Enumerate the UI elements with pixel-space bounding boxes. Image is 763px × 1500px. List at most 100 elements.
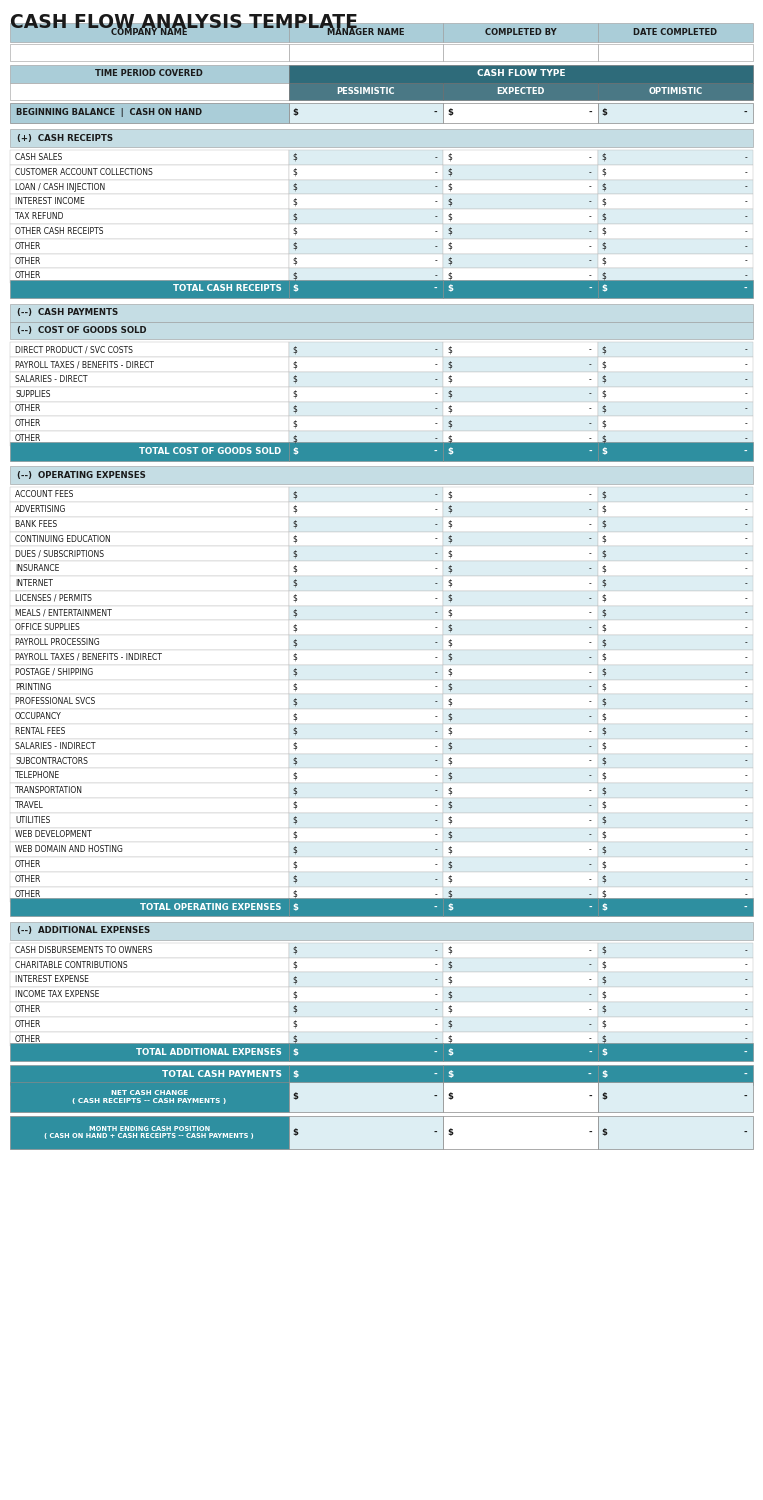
Text: -: - (744, 1020, 747, 1029)
Bar (10, 165, 288, 180)
Bar (288, 621, 443, 634)
Bar (597, 546, 753, 561)
Bar (288, 254, 443, 268)
Text: -: - (434, 345, 437, 354)
Bar (288, 1042, 443, 1062)
Text: -: - (589, 960, 592, 969)
Bar (443, 82, 597, 100)
Bar (288, 279, 443, 298)
Bar (443, 417, 597, 430)
Text: -: - (589, 786, 592, 795)
Bar (597, 150, 753, 165)
Text: $: $ (602, 168, 607, 177)
Bar (288, 740, 443, 753)
Bar (288, 680, 443, 694)
Bar (597, 238, 753, 254)
Text: INTEREST INCOME: INTEREST INCOME (15, 198, 85, 207)
Text: $: $ (293, 490, 298, 500)
Bar (597, 372, 753, 387)
Text: -: - (744, 168, 747, 177)
Text: $: $ (602, 801, 607, 810)
Bar (597, 279, 753, 298)
Bar (288, 694, 443, 709)
Text: -: - (589, 771, 592, 780)
Text: $: $ (602, 490, 607, 500)
Text: -: - (744, 831, 747, 840)
Text: -: - (589, 756, 592, 765)
Text: $: $ (293, 519, 298, 528)
Text: -: - (744, 579, 747, 588)
Bar (288, 82, 443, 100)
Text: $: $ (293, 390, 298, 399)
Text: -: - (434, 433, 437, 442)
Text: INSURANCE: INSURANCE (15, 564, 60, 573)
Text: $: $ (447, 1035, 452, 1044)
Text: $: $ (447, 519, 452, 528)
Text: $: $ (602, 609, 607, 618)
Bar (443, 561, 597, 576)
Bar (443, 871, 597, 886)
Text: $: $ (602, 272, 607, 280)
Text: -: - (433, 1092, 437, 1101)
Text: -: - (589, 211, 592, 220)
Text: OTHER: OTHER (15, 272, 41, 280)
Text: $: $ (293, 506, 298, 515)
Bar (597, 44, 753, 60)
Bar (443, 650, 597, 664)
Bar (443, 402, 597, 417)
Bar (597, 442, 753, 460)
Text: $: $ (447, 490, 452, 500)
Text: $: $ (602, 831, 607, 840)
Bar (288, 1002, 443, 1017)
Text: $: $ (293, 890, 298, 898)
Text: $: $ (602, 652, 607, 662)
Text: ACCOUNT FEES: ACCOUNT FEES (15, 490, 73, 500)
Text: $: $ (447, 108, 453, 117)
Bar (597, 180, 753, 195)
Text: $: $ (293, 609, 298, 618)
Text: -: - (589, 741, 592, 750)
Text: $: $ (293, 741, 298, 750)
Text: TOTAL CASH PAYMENTS: TOTAL CASH PAYMENTS (162, 1071, 282, 1080)
Text: -: - (743, 1047, 747, 1056)
Text: CASH DISBURSEMENTS TO OWNERS: CASH DISBURSEMENTS TO OWNERS (15, 946, 153, 956)
Text: -: - (434, 728, 437, 736)
Bar (10, 279, 288, 298)
Text: $: $ (602, 447, 607, 456)
Text: -: - (589, 506, 592, 515)
Text: PAYROLL PROCESSING: PAYROLL PROCESSING (15, 638, 100, 646)
Bar (597, 104, 753, 123)
Text: $: $ (447, 668, 452, 676)
Text: $: $ (293, 903, 298, 912)
Bar (443, 768, 597, 783)
Text: -: - (744, 771, 747, 780)
Text: $: $ (447, 756, 452, 765)
Bar (443, 944, 597, 957)
Text: -: - (589, 405, 592, 414)
Text: -: - (434, 712, 437, 722)
Bar (288, 972, 443, 987)
Text: -: - (588, 108, 592, 117)
Bar (288, 442, 443, 460)
Bar (443, 886, 597, 902)
Text: EXPECTED: EXPECTED (496, 87, 545, 96)
Bar (443, 44, 597, 60)
Bar (597, 724, 753, 740)
Text: $: $ (447, 375, 452, 384)
Text: -: - (434, 375, 437, 384)
Text: -: - (434, 741, 437, 750)
Text: -: - (744, 345, 747, 354)
Bar (443, 898, 597, 916)
Text: $: $ (602, 903, 607, 912)
Text: $: $ (447, 256, 452, 265)
Text: -: - (589, 390, 592, 399)
Bar (443, 387, 597, 402)
Bar (10, 972, 288, 987)
Text: $: $ (602, 108, 607, 117)
Text: -: - (744, 786, 747, 795)
Text: -: - (434, 272, 437, 280)
Text: PAYROLL TAXES / BENEFITS - DIRECT: PAYROLL TAXES / BENEFITS - DIRECT (15, 360, 154, 369)
Text: -: - (744, 564, 747, 573)
Text: -: - (744, 698, 747, 706)
Text: -: - (588, 903, 592, 912)
